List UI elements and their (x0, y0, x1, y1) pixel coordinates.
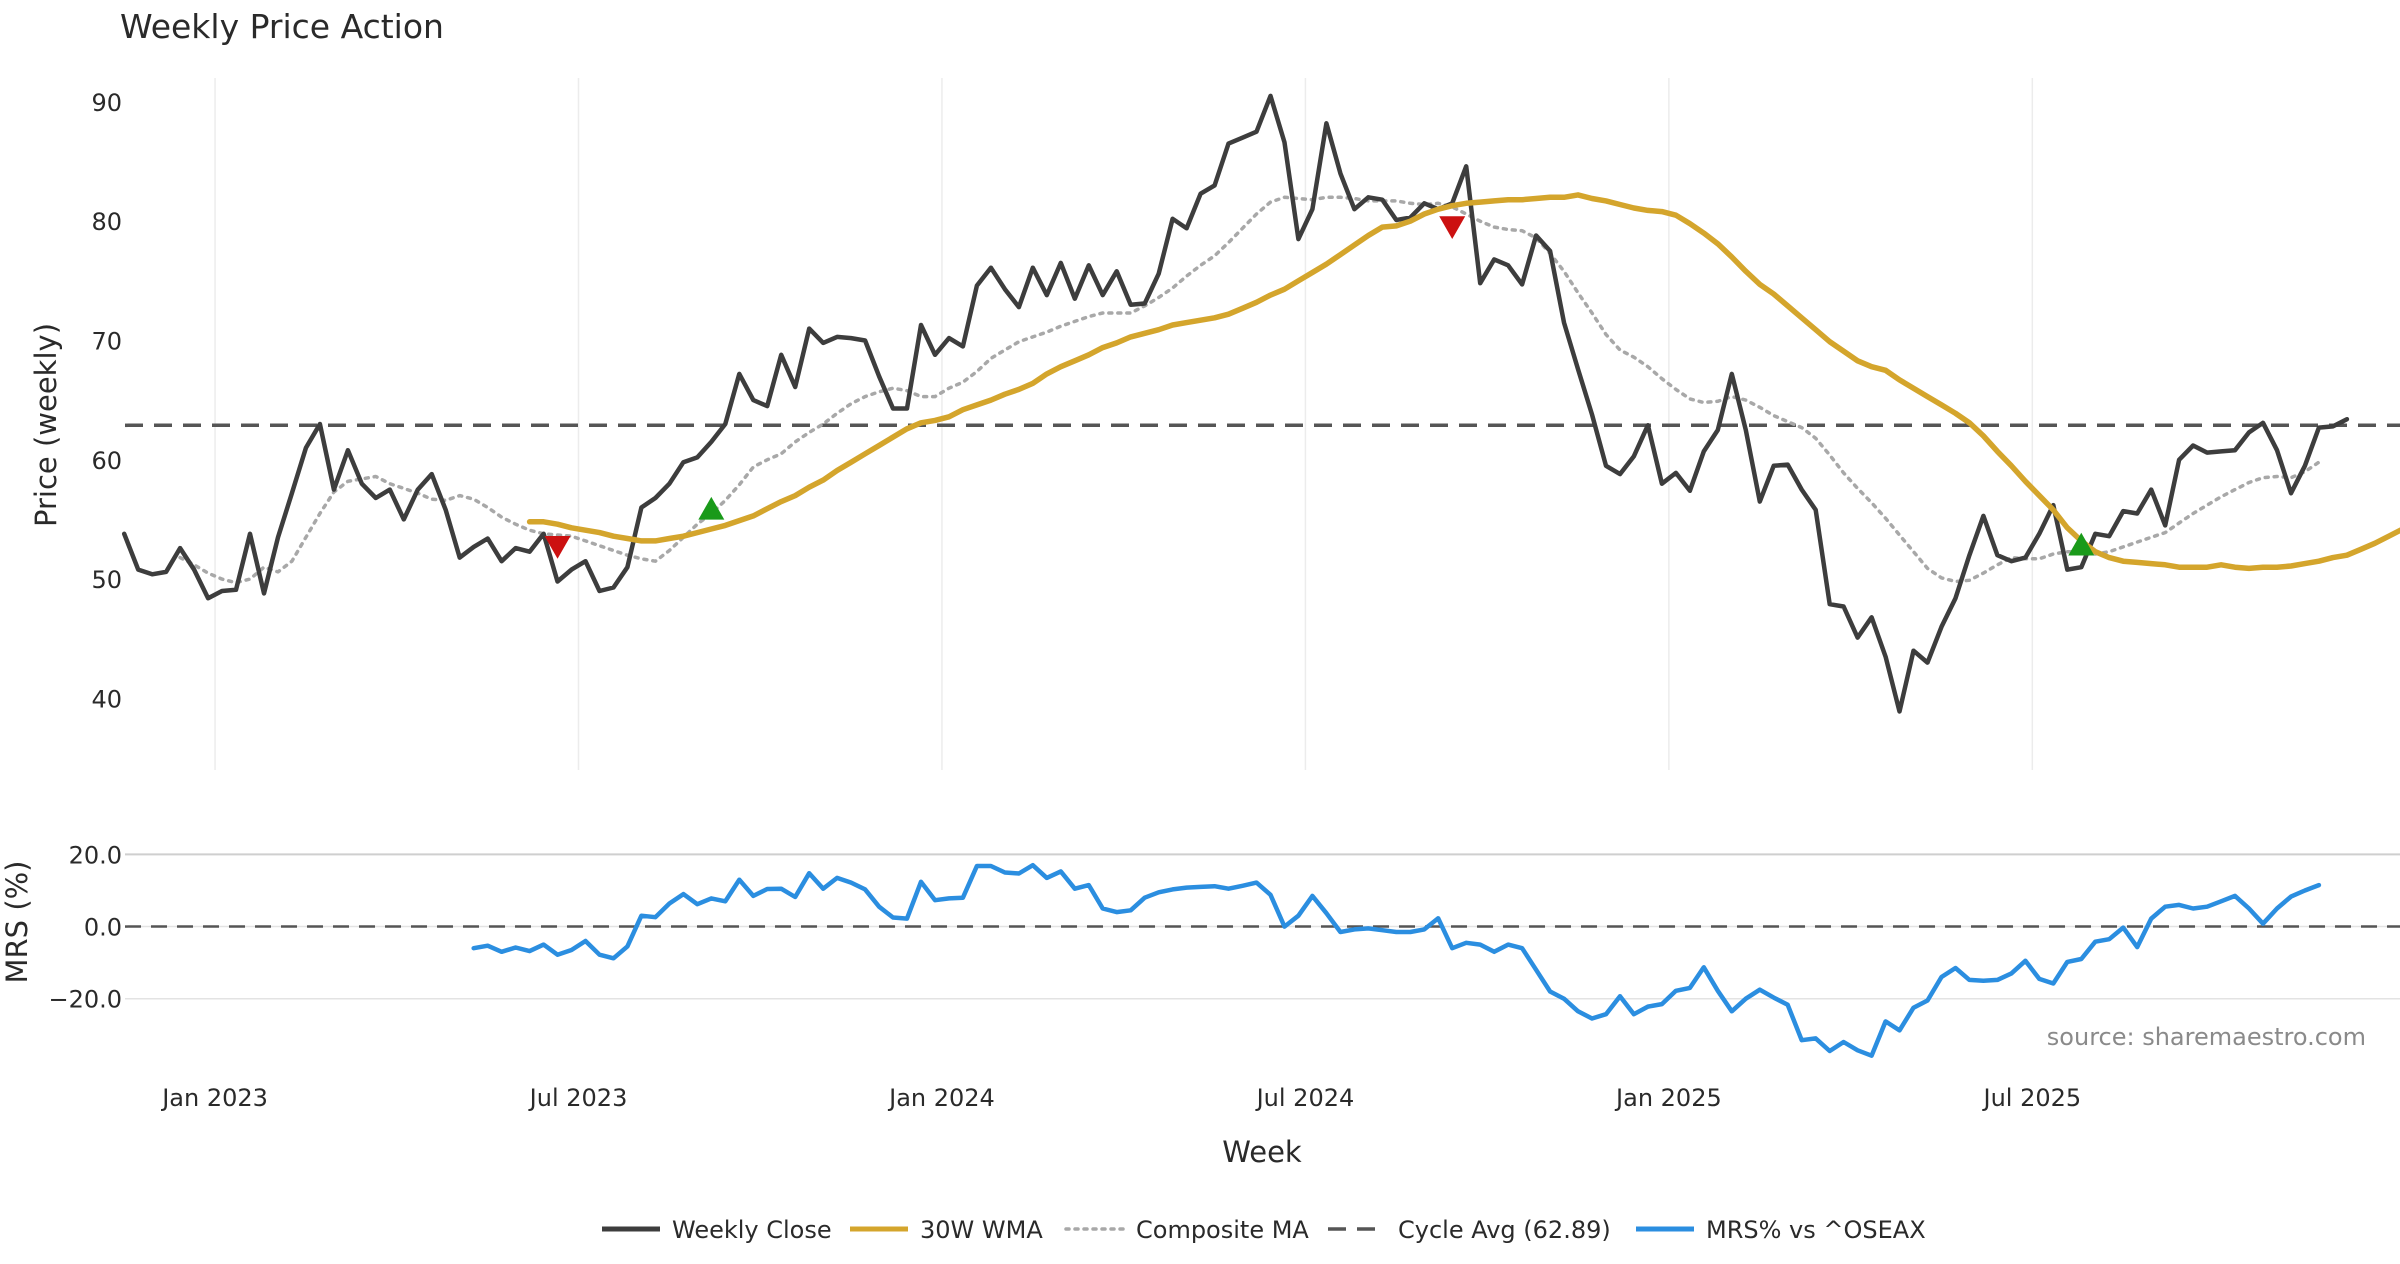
legend-item: MRS% vs ^OSEAX (1636, 1216, 1926, 1244)
legend-label: 30W WMA (920, 1216, 1043, 1244)
mrs-y-tick-label: −20.0 (48, 986, 122, 1014)
x-tick-label: Jan 2025 (1614, 1084, 1722, 1112)
mrs-y-axis-label: MRS (%) (0, 861, 34, 984)
sell-signal-marker (544, 535, 571, 559)
mrs-y-tick-label: 20.0 (69, 841, 122, 869)
chart-title: Weekly Price Action (120, 7, 444, 46)
mrs-y-tick-label: 0.0 (84, 914, 122, 942)
buy-signal-marker (2068, 532, 2095, 556)
wma-30w-line (526, 192, 2400, 572)
x-tick-label: Jul 2024 (1255, 1084, 1355, 1112)
price-y-tick-label: 70 (91, 327, 122, 355)
x-tick-label: Jul 2023 (528, 1084, 628, 1112)
price-y-tick-label: 90 (91, 89, 122, 117)
legend-item: Cycle Avg (62.89) (1328, 1216, 1611, 1244)
sell-signal-marker (1439, 216, 1466, 239)
legend-label: Composite MA (1136, 1216, 1309, 1244)
buy-signal-marker (698, 496, 725, 520)
x-tick-labels: Jan 2023 Jul 2023 Jan 2024 Jul 2024 Jan 2025… (160, 1084, 2081, 1112)
price-y-tick-label: 60 (91, 447, 122, 475)
x-tick-label: Jan 2024 (887, 1084, 995, 1112)
composite-ma-line (178, 195, 2321, 585)
price-panel: 40 50 60 70 80 90 (91, 89, 2400, 714)
price-y-axis-label: Price (weekly) (29, 323, 63, 527)
mrs-gridlines (125, 853, 2400, 1000)
x-axis-label: Week (1222, 1135, 1302, 1169)
source-note: source: sharemaestro.com (2047, 1023, 2366, 1051)
legend-label: MRS% vs ^OSEAX (1706, 1216, 1926, 1244)
price-y-tick-label: 50 (91, 566, 122, 594)
weekly-close-line (121, 93, 2350, 714)
legend-label: Cycle Avg (62.89) (1398, 1216, 1611, 1244)
mrs-line (471, 862, 2322, 1058)
legend-item: Composite MA (1064, 1216, 1309, 1244)
legend: Weekly Close 30W WMA Composite MA Cycle Avg… (602, 1216, 1926, 1244)
x-tick-label: Jan 2023 (160, 1084, 268, 1112)
legend-item: Weekly Close (602, 1216, 832, 1244)
legend-label: Weekly Close (672, 1216, 832, 1244)
price-y-tick-label: 40 (91, 685, 122, 713)
mrs-panel: 20.0 0.0 −20.0 (48, 841, 2400, 1058)
x-tick-label: Jul 2025 (1982, 1084, 2082, 1112)
legend-item: 30W WMA (850, 1216, 1043, 1244)
price-y-tick-label: 80 (91, 208, 122, 236)
